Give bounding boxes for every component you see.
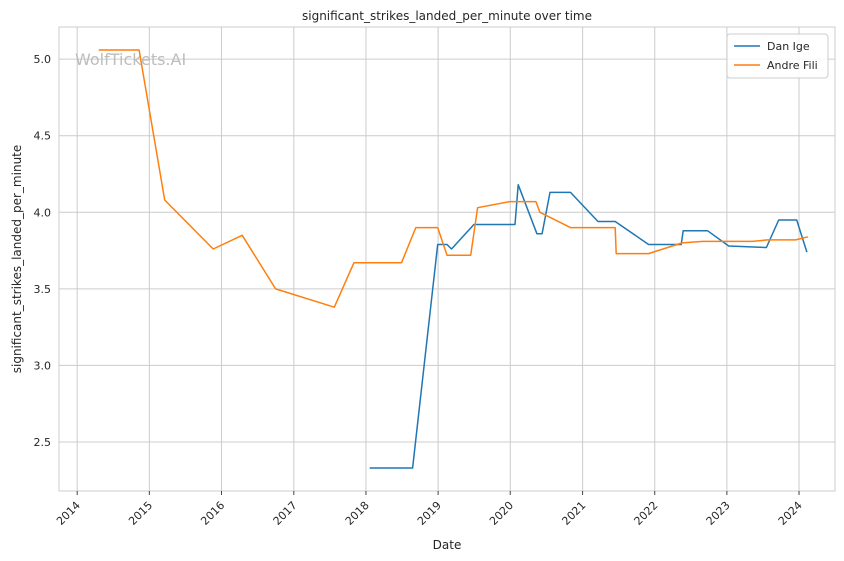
watermark: WolfTickets.AI bbox=[75, 50, 186, 69]
legend: Dan Ige Andre Fili bbox=[726, 33, 829, 79]
series-lines bbox=[98, 49, 809, 469]
y-axis-ticks: 2.5 3.0 3.5 4.0 4.5 5.0 bbox=[34, 53, 52, 449]
y-tick-label: 4.0 bbox=[34, 206, 52, 219]
plot-frame bbox=[58, 26, 836, 492]
legend-label-dan-ige: Dan Ige bbox=[767, 40, 810, 53]
y-tick-label: 5.0 bbox=[34, 53, 52, 66]
legend-label-andre-fili: Andre Fili bbox=[767, 59, 818, 72]
x-axis-label: Date bbox=[433, 538, 462, 552]
y-axis-label: significant_strikes_landed_per_minute bbox=[10, 145, 24, 374]
series-line-dan-ige bbox=[369, 183, 808, 469]
y-tick-label: 2.5 bbox=[34, 436, 52, 449]
grid bbox=[59, 27, 835, 491]
chart-title: significant_strikes_landed_per_minute ov… bbox=[302, 9, 592, 23]
y-tick-label: 4.5 bbox=[34, 130, 52, 143]
legend-box bbox=[726, 33, 829, 79]
plot-area bbox=[59, 27, 835, 491]
series-line-andre-fili bbox=[98, 49, 809, 308]
y-tick-label: 3.5 bbox=[34, 283, 52, 296]
y-tick-label: 3.0 bbox=[34, 359, 52, 372]
